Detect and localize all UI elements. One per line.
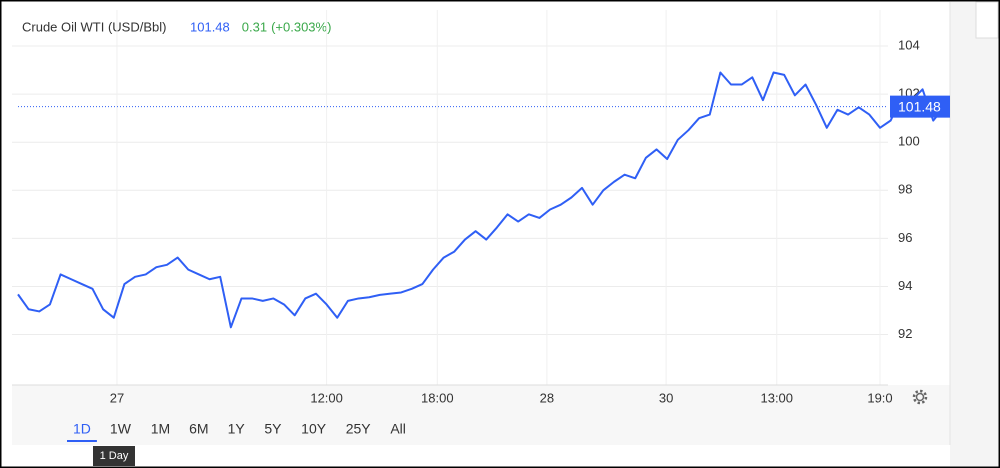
range-button[interactable]: 1Y: [228, 421, 246, 437]
x-tick-label: 27: [110, 390, 124, 405]
range-button[interactable]: 1W: [110, 421, 132, 437]
change-percent: (+0.303%): [271, 19, 331, 34]
y-tick-label: 100: [898, 134, 920, 149]
side-panel: [950, 2, 998, 466]
y-tick-label: 96: [898, 230, 912, 245]
chart-title: Crude Oil WTI (USD/Bbl): [22, 19, 166, 34]
y-tick-label: 92: [898, 326, 912, 341]
tooltip-box: [93, 446, 135, 466]
tooltip: 1 Day: [100, 450, 129, 462]
range-button[interactable]: 10Y: [301, 421, 327, 437]
x-tick-label: 12:00: [310, 390, 343, 405]
side-box: [975, 1, 999, 39]
range-button[interactable]: 1M: [151, 421, 170, 437]
price-line: [17, 71, 945, 329]
y-tick-label: 104: [898, 37, 920, 52]
bottom-panel: [12, 385, 950, 445]
y-tick-label: 94: [898, 278, 912, 293]
range-button[interactable]: 6M: [189, 421, 208, 437]
y-tick-label: 98: [898, 182, 912, 197]
settings-icon[interactable]: [912, 389, 928, 405]
x-tick-label: 30: [659, 390, 673, 405]
last-value: 101.48: [190, 19, 230, 34]
range-button[interactable]: All: [390, 421, 406, 437]
change: 0.31: [242, 19, 267, 34]
last-price-label: 101.48: [898, 98, 941, 114]
x-tick-label: 18:00: [421, 390, 454, 405]
x-tick-label: 13:00: [760, 390, 793, 405]
range-button[interactable]: 5Y: [264, 421, 282, 437]
range-button[interactable]: 25Y: [346, 421, 372, 437]
x-tick-label: 19:0: [867, 390, 892, 405]
range-button[interactable]: 1D: [73, 421, 91, 437]
last-price-box: [890, 95, 950, 118]
x-tick-label: 28: [540, 390, 554, 405]
